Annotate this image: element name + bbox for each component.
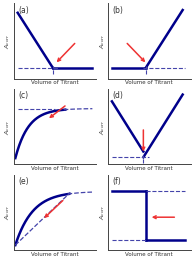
X-axis label: Volume of Titrant: Volume of Titrant — [126, 251, 173, 257]
Y-axis label: $A_{corr}$: $A_{corr}$ — [3, 205, 12, 220]
Y-axis label: $A_{corr}$: $A_{corr}$ — [3, 33, 12, 49]
X-axis label: Volume of Titrant: Volume of Titrant — [31, 80, 79, 85]
X-axis label: Volume of Titrant: Volume of Titrant — [126, 166, 173, 171]
Text: (c): (c) — [18, 92, 28, 100]
Text: (b): (b) — [112, 6, 123, 15]
Y-axis label: $A_{corr}$: $A_{corr}$ — [3, 119, 12, 135]
Text: (d): (d) — [112, 92, 123, 100]
Y-axis label: $A_{corr}$: $A_{corr}$ — [98, 119, 107, 135]
X-axis label: Volume of Titrant: Volume of Titrant — [31, 251, 79, 257]
Y-axis label: $A_{corr}$: $A_{corr}$ — [98, 205, 107, 220]
Text: (e): (e) — [18, 177, 29, 186]
Text: (f): (f) — [112, 177, 121, 186]
Y-axis label: $A_{corr}$: $A_{corr}$ — [98, 33, 107, 49]
X-axis label: Volume of Titrant: Volume of Titrant — [31, 166, 79, 171]
X-axis label: Volume of Titrant: Volume of Titrant — [126, 80, 173, 85]
Text: (a): (a) — [18, 6, 29, 15]
